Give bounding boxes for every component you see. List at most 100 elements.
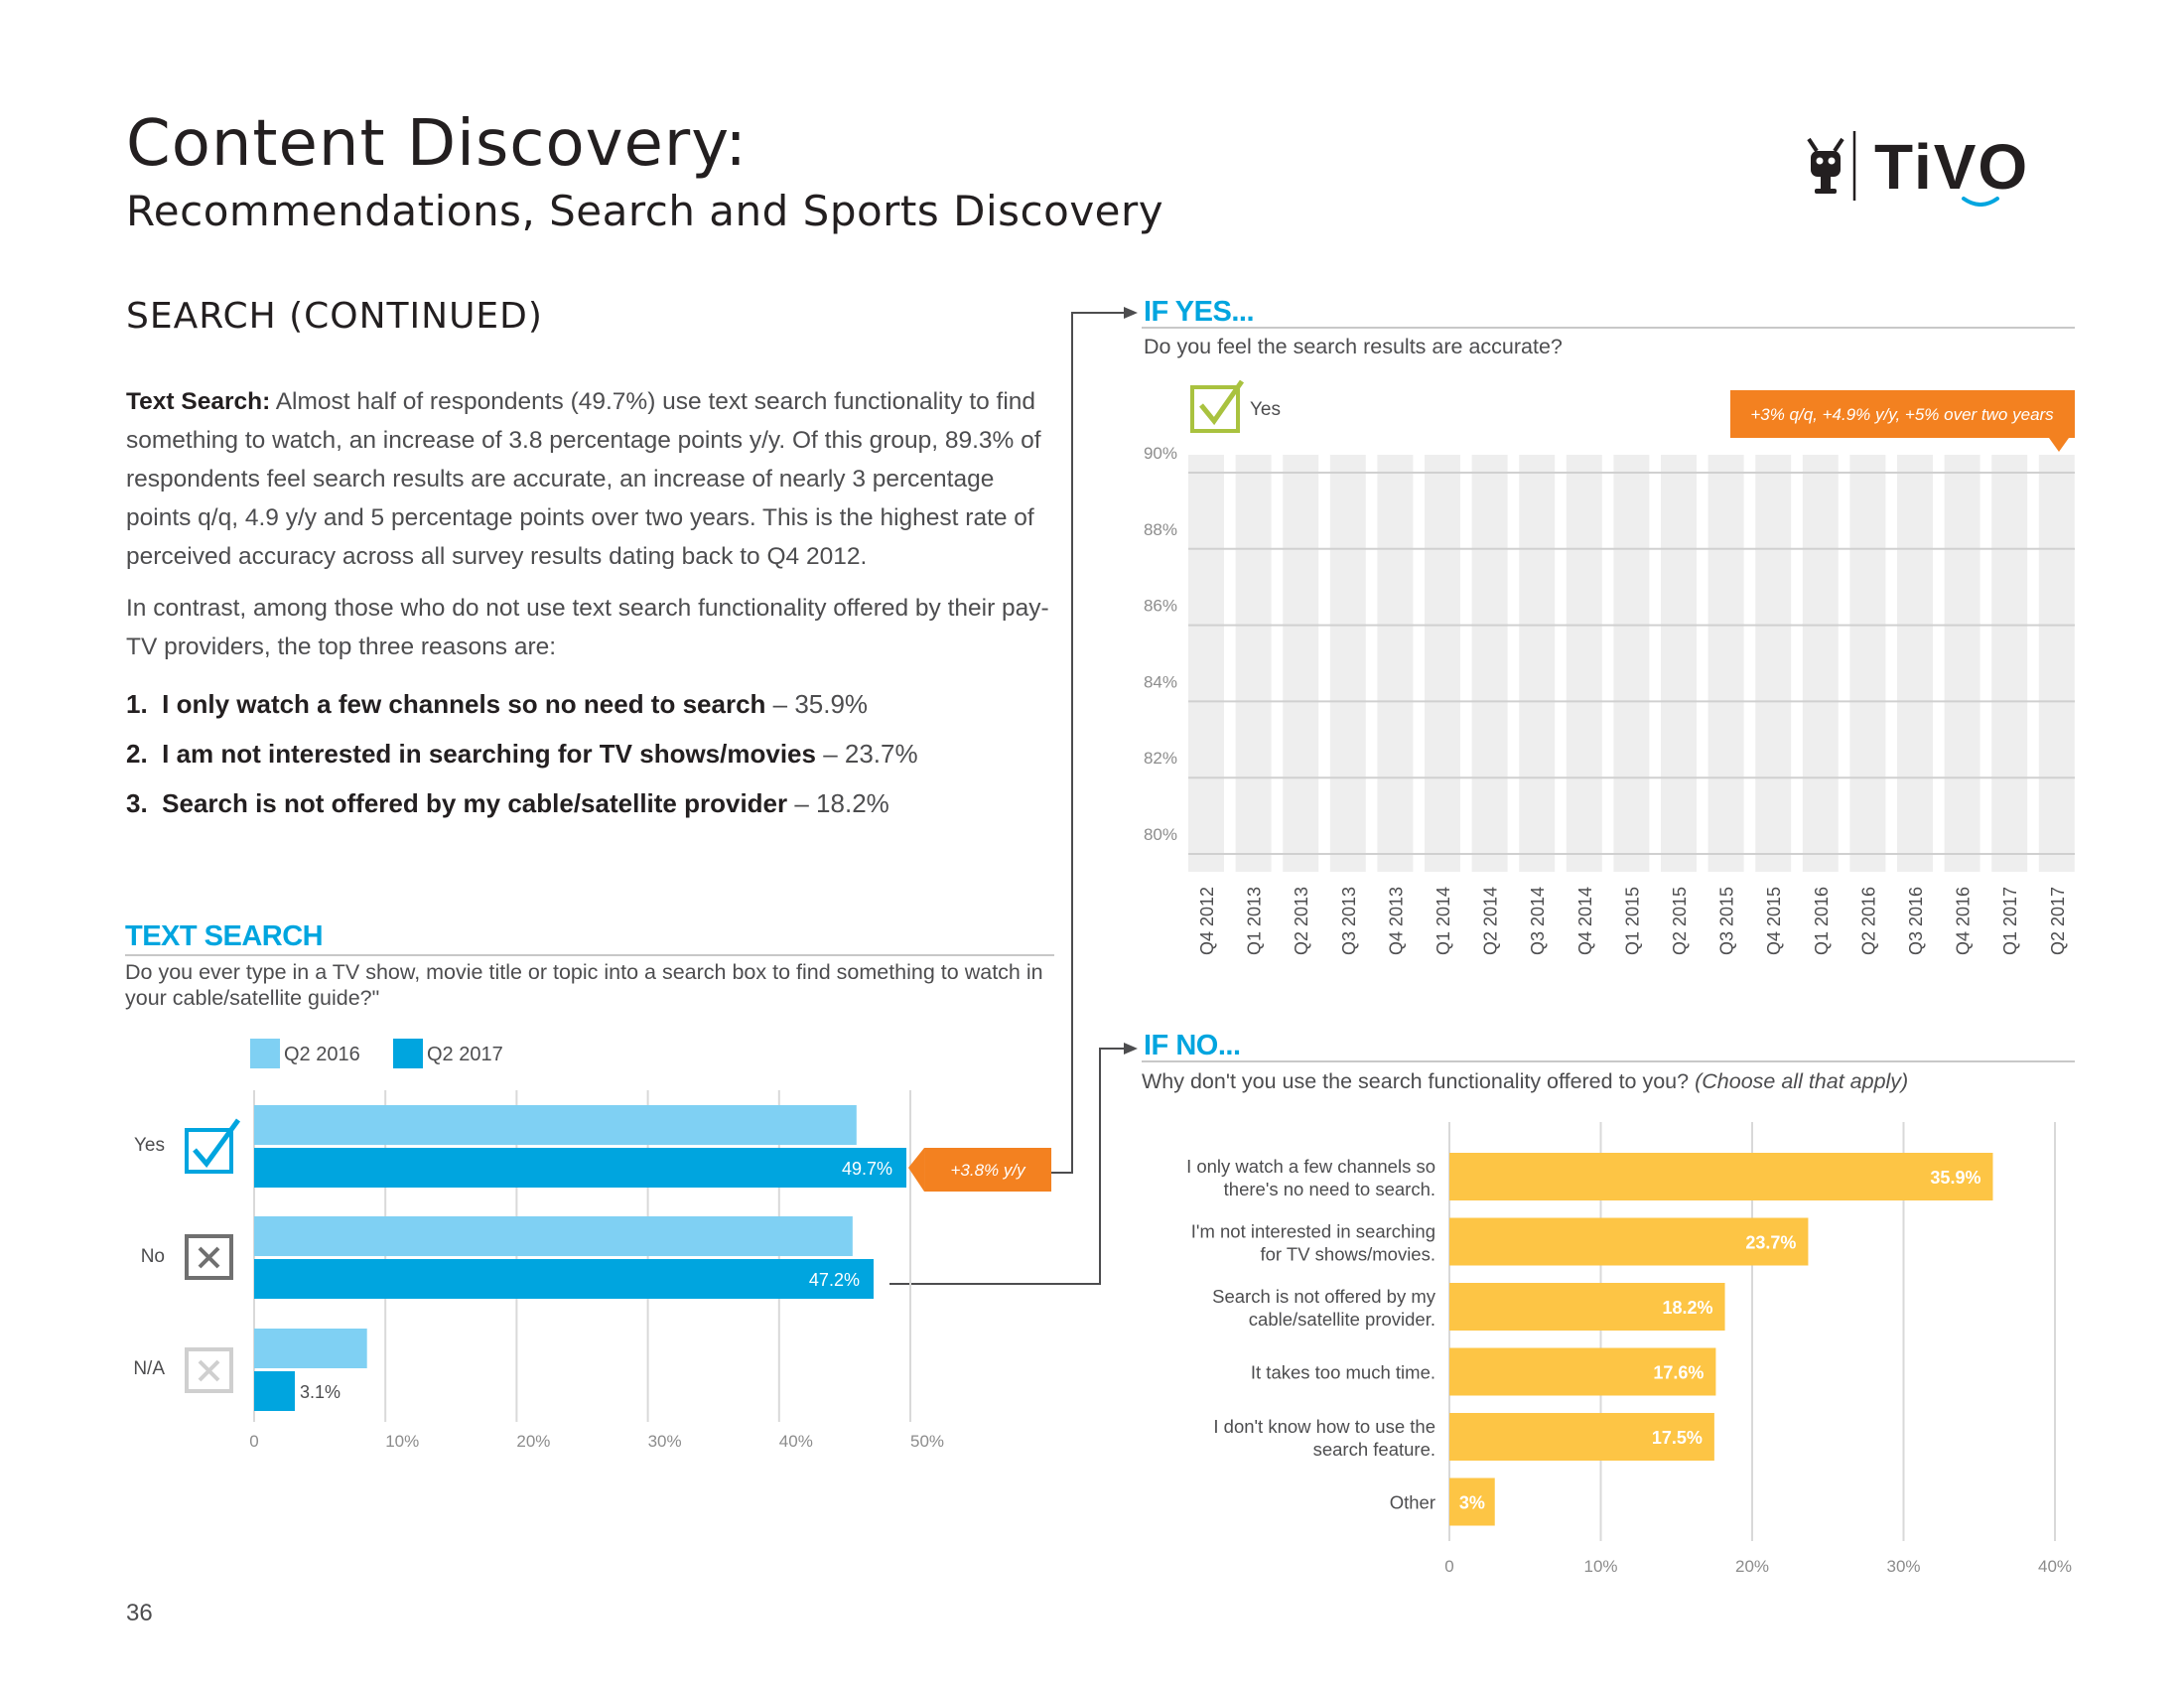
yes-callout-text: +3% q/q, +4.9% y/y, +5% over two years bbox=[1750, 405, 2054, 424]
x-tick-label: Q2 2014 bbox=[1481, 887, 1501, 955]
checkmark-yes-icon bbox=[193, 1118, 241, 1169]
y-tick-label: 80% bbox=[1144, 825, 1177, 844]
column-band bbox=[1849, 455, 1886, 872]
arrow-no-icon bbox=[1124, 1043, 1138, 1055]
column-band bbox=[2038, 455, 2075, 872]
legend-swatch-q2-2017 bbox=[393, 1039, 423, 1068]
column-band bbox=[1613, 455, 1650, 872]
legend-check-icon bbox=[1199, 379, 1245, 426]
x-tick-label: 50% bbox=[910, 1432, 944, 1451]
x-tick-label: Q4 2016 bbox=[1954, 887, 1974, 955]
tivo-mascot-icon bbox=[1807, 137, 1844, 194]
logo-text: TiVO bbox=[1874, 131, 2029, 203]
text-search-summary: Almost half of respondents (49.7%) use t… bbox=[126, 388, 1041, 570]
x-tick-label: Q3 2016 bbox=[1906, 887, 1926, 955]
logo-smile bbox=[1962, 197, 1999, 207]
x-tick-label: 0 bbox=[1444, 1557, 1453, 1576]
data-label: 17.5% bbox=[1652, 1428, 1703, 1448]
x-tick-label: Q4 2013 bbox=[1386, 887, 1406, 955]
column-band bbox=[1283, 455, 1319, 872]
x-tick-label: 30% bbox=[648, 1432, 682, 1451]
x-na-icon bbox=[198, 1359, 220, 1382]
page-title: Content Discovery: bbox=[126, 107, 748, 181]
data-label: 49.7% bbox=[842, 1159, 892, 1179]
bar-q2-2017 bbox=[254, 1259, 874, 1299]
data-label: 47.2% bbox=[809, 1270, 860, 1290]
category-label: there's no need to search. bbox=[1224, 1179, 1435, 1199]
bar bbox=[1449, 1477, 1495, 1526]
y-tick-label: 86% bbox=[1144, 597, 1177, 616]
column-band bbox=[1897, 455, 1933, 872]
section-title: SEARCH (CONTINUED) bbox=[126, 296, 543, 337]
if-no-heading: IF NO... bbox=[1144, 1030, 1241, 1061]
bar bbox=[1449, 1153, 1993, 1200]
column-band bbox=[1377, 455, 1414, 872]
checkbox-no-icon bbox=[185, 1234, 233, 1280]
category-label: cable/satellite provider. bbox=[1249, 1309, 1435, 1330]
data-label: 3% bbox=[1459, 1493, 1485, 1513]
x-tick-label: Q2 2016 bbox=[1858, 887, 1878, 955]
page-subtitle: Recommendations, Search and Sports Disco… bbox=[126, 187, 1164, 235]
bar-q2-2016 bbox=[254, 1329, 367, 1368]
y-tick-label: 90% bbox=[1144, 444, 1177, 463]
column-band bbox=[1944, 455, 1980, 872]
connector-yes bbox=[1036, 312, 1125, 1174]
bar-q2-2017 bbox=[254, 1371, 295, 1411]
category-label: It takes too much time. bbox=[1251, 1362, 1435, 1383]
category-label: I'm not interested in searching bbox=[1191, 1221, 1435, 1242]
column-band bbox=[1188, 455, 1224, 872]
bar-q2-2017 bbox=[254, 1148, 907, 1188]
reason-item: 3. Search is not offered by my cable/sat… bbox=[126, 788, 889, 818]
column-band bbox=[1519, 455, 1556, 872]
x-tick-label: Q4 2014 bbox=[1575, 887, 1595, 955]
divider: 89.3% bbox=[1142, 327, 2075, 329]
x-tick-label: 20% bbox=[1735, 1557, 1769, 1576]
page-number: 36 bbox=[126, 1600, 153, 1626]
data-label: 3.1% bbox=[300, 1382, 341, 1402]
x-tick-label: Q2 2015 bbox=[1670, 887, 1690, 955]
x-tick-label: 40% bbox=[779, 1432, 813, 1451]
divider bbox=[125, 954, 1054, 956]
reason-item: 1. I only watch a few channels so no nee… bbox=[126, 689, 869, 719]
x-tick-label: 40% bbox=[2038, 1557, 2072, 1576]
category-label: N/A bbox=[133, 1358, 165, 1379]
data-label: 23.7% bbox=[1745, 1233, 1796, 1253]
x-tick-label: Q2 2013 bbox=[1292, 887, 1311, 955]
column-band bbox=[1235, 455, 1272, 872]
bar bbox=[1449, 1283, 1725, 1331]
x-tick-label: Q3 2013 bbox=[1339, 887, 1359, 955]
data-label: 35.9% bbox=[1930, 1168, 1980, 1188]
yes-callout-pointer bbox=[2049, 438, 2069, 452]
lead-text-search: Text Search: bbox=[126, 388, 271, 415]
data-label: 18.2% bbox=[1663, 1298, 1713, 1318]
x-tick-label: 10% bbox=[385, 1432, 419, 1451]
x-tick-label: 30% bbox=[1886, 1557, 1920, 1576]
if-no-question: Why don't you use the search functionali… bbox=[1142, 1069, 1909, 1093]
if-yes-heading: IF YES... bbox=[1144, 296, 1255, 328]
category-label: Search is not offered by my bbox=[1212, 1286, 1436, 1307]
x-tick-label: Q1 2013 bbox=[1245, 887, 1265, 955]
y-tick-label: 84% bbox=[1144, 672, 1177, 691]
column-band bbox=[1802, 455, 1839, 872]
text-search-heading: TEXT SEARCH bbox=[125, 920, 324, 952]
column-band bbox=[1661, 455, 1697, 872]
legend-label-q2-2017: Q2 2017 bbox=[427, 1044, 503, 1065]
column-band bbox=[1425, 455, 1460, 872]
if-yes-question: Do you feel the search results are accur… bbox=[1144, 335, 1563, 358]
bar-q2-2016 bbox=[254, 1216, 853, 1256]
y-tick-label: 82% bbox=[1144, 749, 1177, 768]
category-label: search feature. bbox=[1313, 1439, 1435, 1460]
x-tick-label: Q1 2016 bbox=[1812, 887, 1832, 955]
body-text: Text Search: Almost half of respondents … bbox=[126, 382, 1059, 828]
reasons-list: 1. I only watch a few channels so no nee… bbox=[126, 679, 1059, 828]
column-band bbox=[1755, 455, 1792, 872]
x-tick-label: Q4 2015 bbox=[1764, 887, 1784, 955]
column-band bbox=[1471, 455, 1508, 872]
category-label: for TV shows/movies. bbox=[1261, 1244, 1436, 1265]
callout-pointer bbox=[908, 1148, 925, 1192]
x-tick-label: 20% bbox=[516, 1432, 550, 1451]
x-tick-label: 10% bbox=[1583, 1557, 1617, 1576]
